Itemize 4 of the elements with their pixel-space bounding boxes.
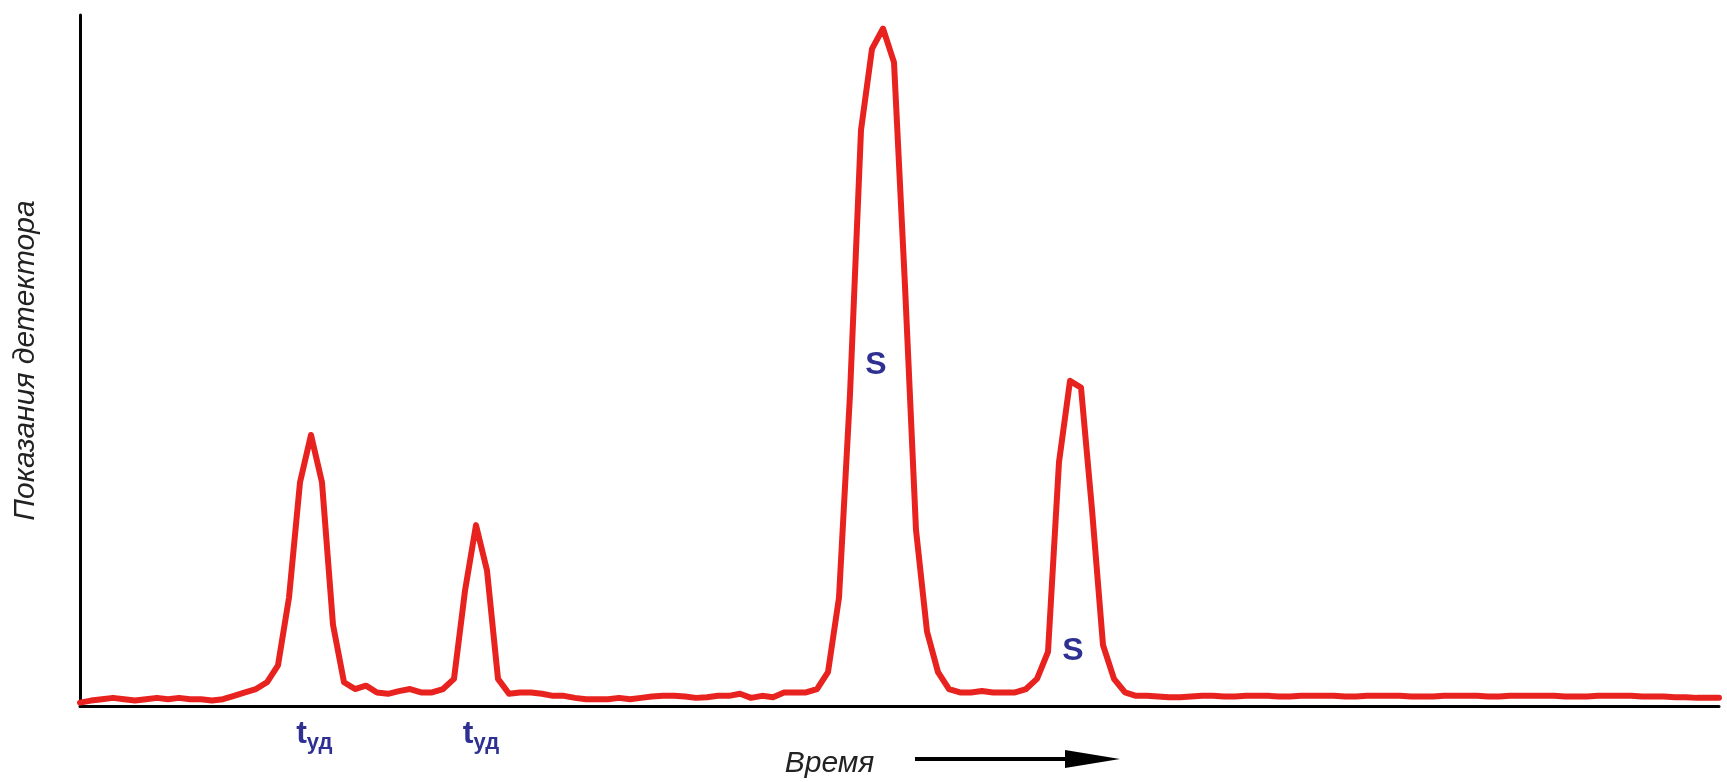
annotation: S [865, 344, 887, 381]
annotation: S [1062, 631, 1084, 668]
x-axis-title: Время [784, 744, 875, 778]
y-axis-title: Показания детектора [6, 200, 40, 521]
